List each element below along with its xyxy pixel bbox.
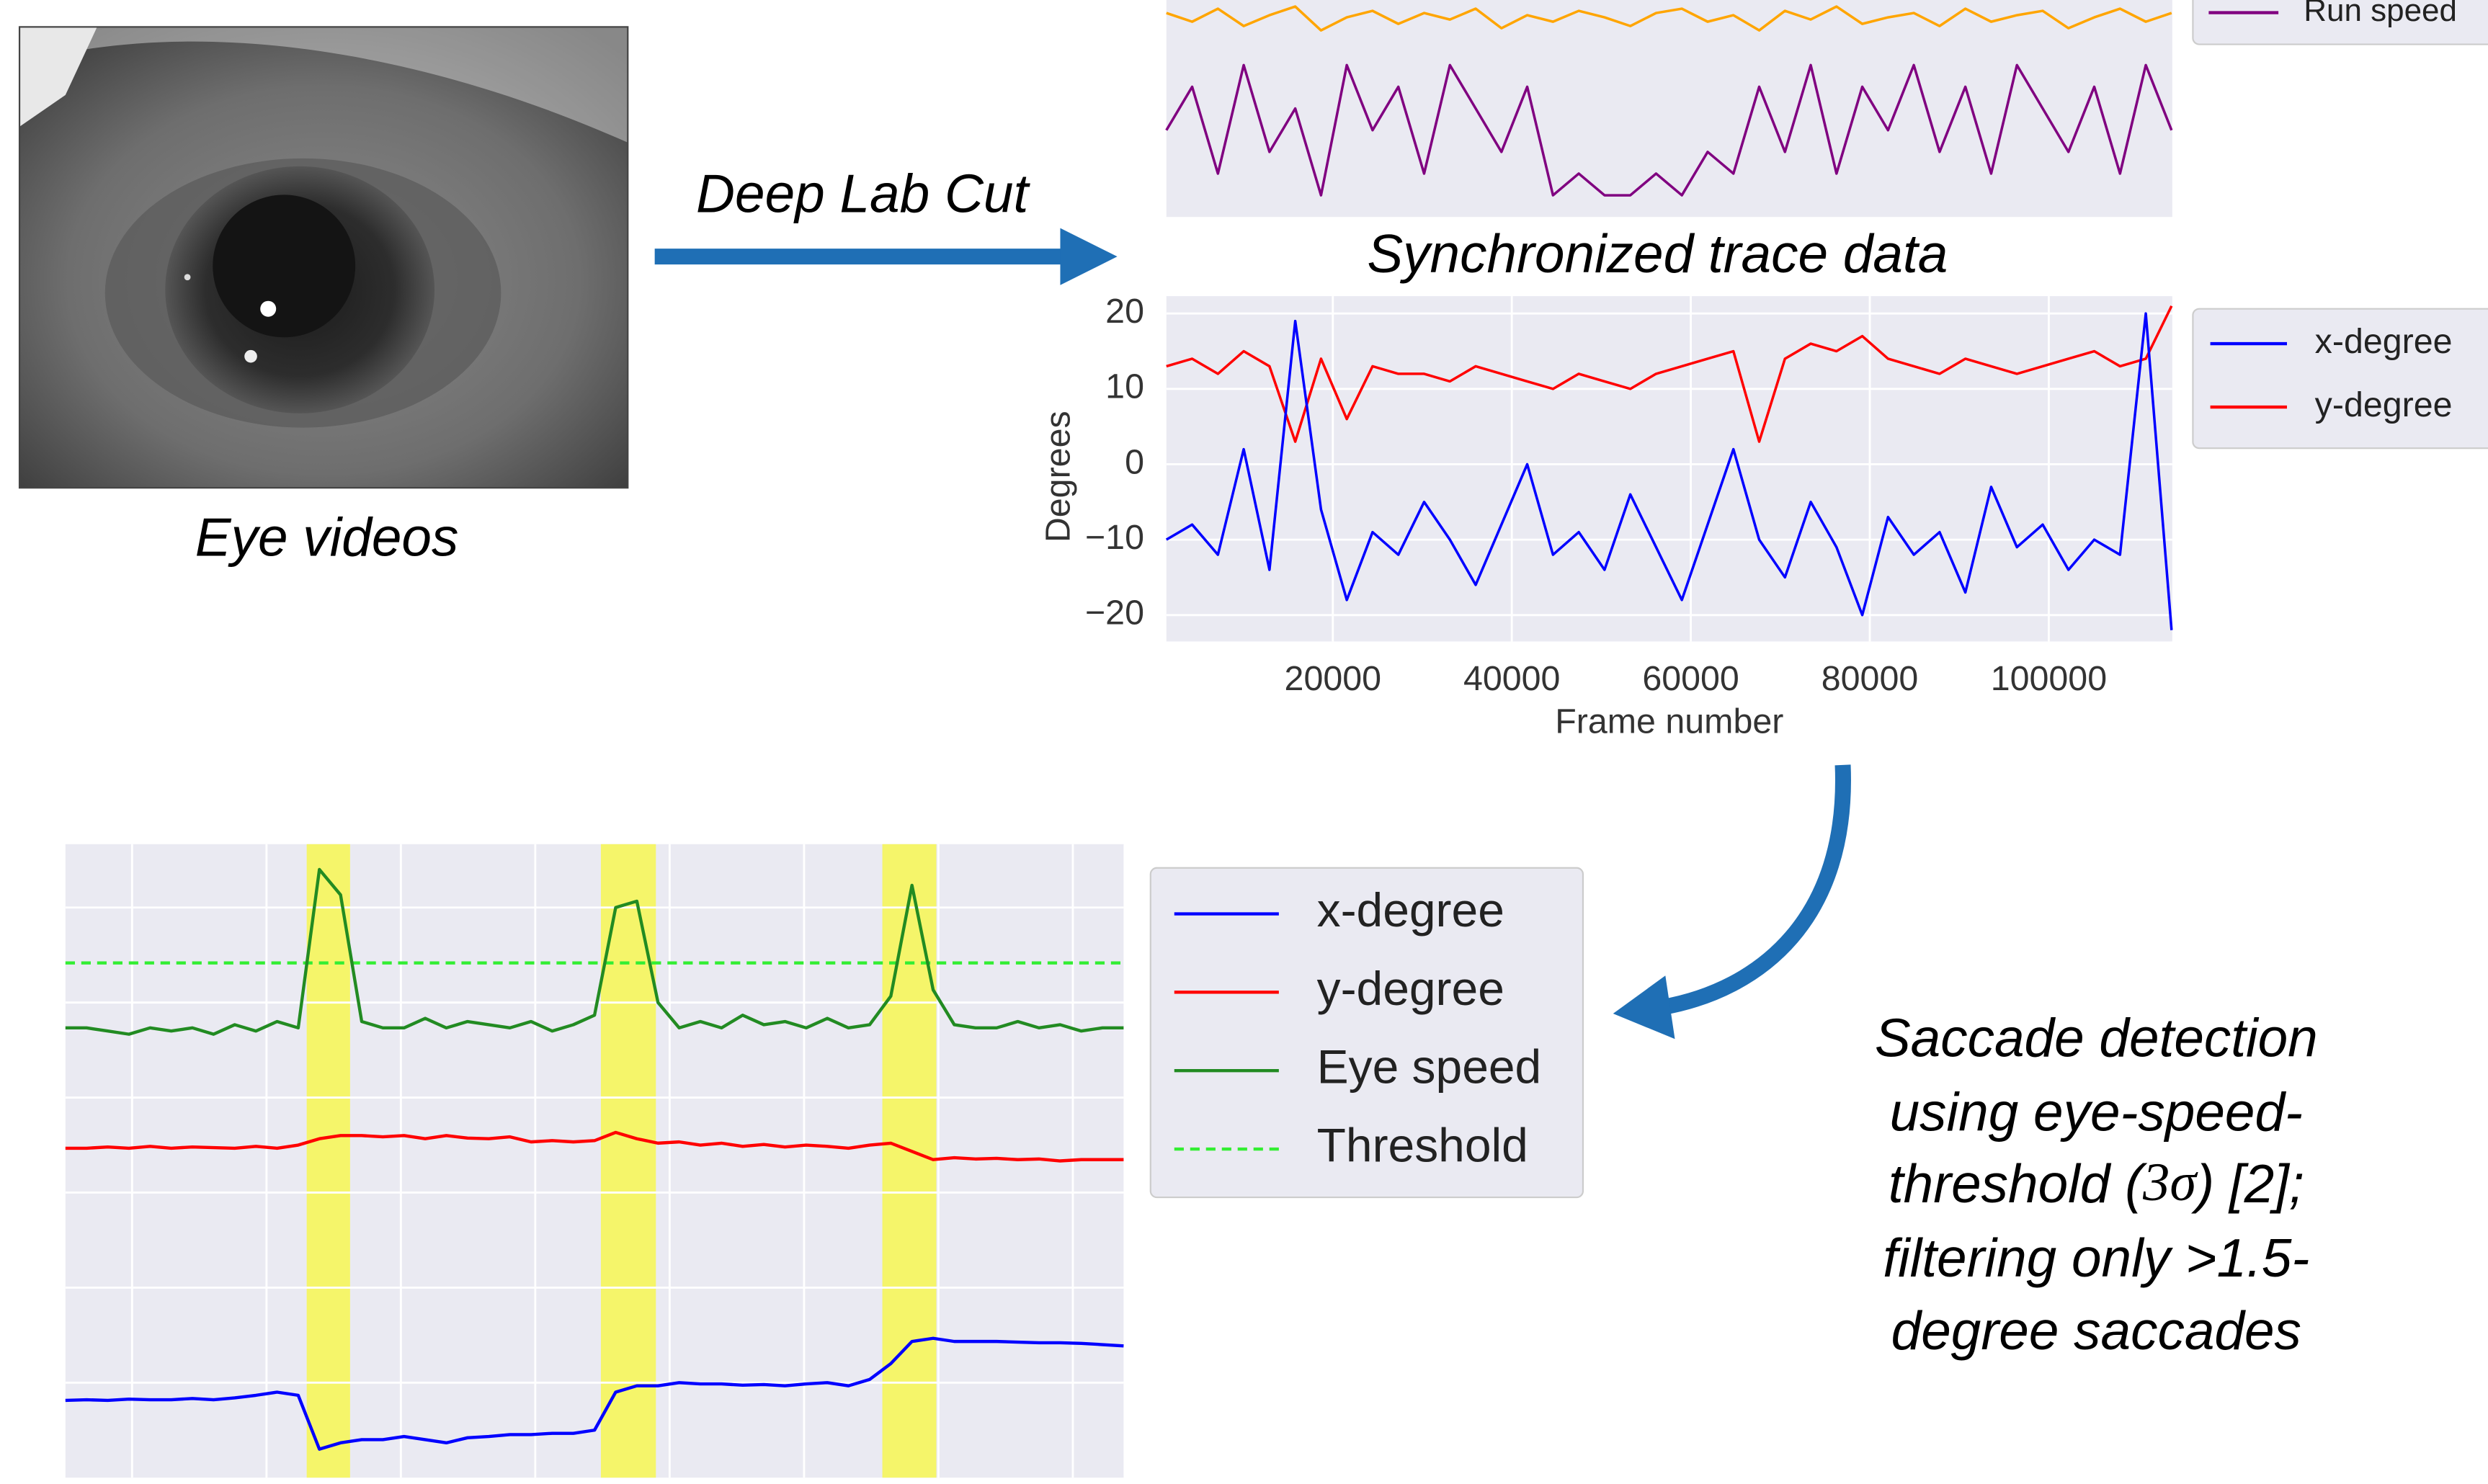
y-tick-label: 0: [1125, 442, 1144, 481]
legend-label: Eye speed: [1317, 1040, 1542, 1094]
legend-label: x-degree: [2315, 322, 2453, 361]
legend-label: x-degree: [1317, 883, 1504, 937]
description-line: filtering only >1.5-: [1883, 1228, 2309, 1288]
y-tick-label: 20: [1105, 292, 1144, 331]
y-tick-label: −20: [1085, 594, 1144, 633]
x-tick-label: 20000: [1285, 659, 1381, 698]
description-part: 3σ: [2142, 1153, 2198, 1212]
highlight: [882, 844, 937, 1478]
description-line: using eye-speed-: [1890, 1082, 2303, 1143]
y-tick-label: −10: [1085, 518, 1144, 557]
y-axis-label: Degrees: [1038, 411, 1077, 542]
legend-label: y-degree: [1317, 962, 1504, 1015]
series-line: [65, 1336, 1124, 1451]
series-line: [65, 867, 1124, 1036]
description-part: threshold (: [1889, 1153, 2148, 1214]
description: Saccade detection using eye-speed-thresho…: [1875, 1007, 2318, 1361]
legend-box: [2192, 0, 2488, 45]
plot-area: [65, 844, 1124, 1478]
description-part: ) [2];: [2190, 1153, 2304, 1214]
image-frame: [18, 26, 629, 489]
arrow: [654, 228, 1118, 285]
legend-label: Run speed: [2304, 0, 2457, 28]
series-line: [1166, 5, 2172, 32]
section-title: Synchronized trace data: [1367, 223, 1948, 284]
x-tick-label: 60000: [1642, 659, 1739, 698]
image-caption: Eye videos: [195, 507, 459, 568]
description-line: degree saccades: [1891, 1300, 2301, 1361]
x-tick-label: 80000: [1822, 659, 1918, 698]
description-line: Saccade detection: [1875, 1007, 2318, 1068]
highlight: [306, 844, 350, 1478]
series-line: [1165, 63, 2173, 197]
eye-image: [19, 27, 628, 488]
x-tick-label: 100000: [1991, 659, 2107, 698]
y-tick-label: 10: [1105, 367, 1144, 406]
plot-area: [1166, 0, 2172, 218]
series-line: [1166, 305, 2173, 443]
series-line: [1165, 312, 2173, 630]
description-line: threshold (3σ) [2];: [1889, 1153, 2304, 1214]
plot-area: [1166, 296, 2172, 642]
x-axis-label: Frame number: [1555, 702, 1783, 741]
legend-label: y-degree: [2315, 385, 2453, 424]
x-tick-label: 40000: [1463, 659, 1560, 698]
legend-label: Threshold: [1317, 1118, 1528, 1171]
legend-box: [1149, 867, 1584, 1199]
curved-arrow: [1613, 764, 1851, 1040]
series-line: [65, 1130, 1124, 1163]
arrow-label: Deep Lab Cut: [696, 164, 1030, 224]
